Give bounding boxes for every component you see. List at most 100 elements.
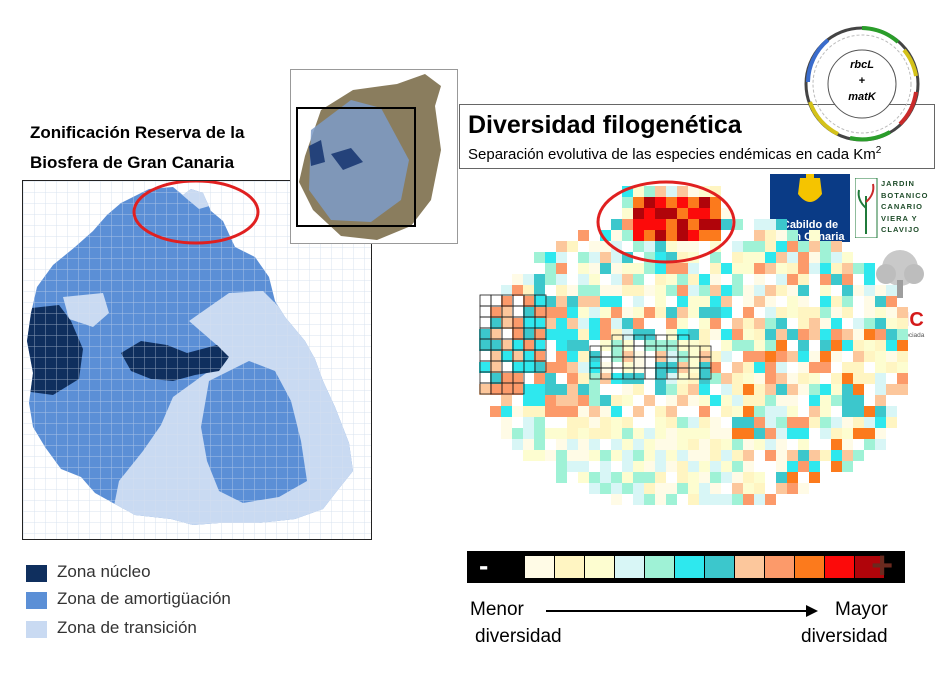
diversity-cell <box>842 428 853 439</box>
diversity-cell <box>611 351 622 362</box>
diversity-cell <box>677 186 688 197</box>
diversity-cell <box>710 307 721 318</box>
diversity-cell <box>490 318 501 329</box>
highlight-ring-left <box>132 181 260 245</box>
diversity-cell <box>622 395 633 406</box>
diversity-cell <box>655 219 666 230</box>
diversity-cell <box>622 362 633 373</box>
diversity-cell <box>754 439 765 450</box>
diversity-cell <box>853 318 864 329</box>
diversity-cell <box>743 406 754 417</box>
island-inset-map <box>290 69 458 244</box>
diversity-cell <box>710 186 721 197</box>
diversity-cell <box>754 318 765 329</box>
diversity-cell <box>853 417 864 428</box>
diversity-cell <box>633 274 644 285</box>
diversity-cell <box>655 274 666 285</box>
diversity-cell <box>644 230 655 241</box>
diversity-cell <box>754 494 765 505</box>
diversity-cell <box>776 362 787 373</box>
diversity-cell <box>853 362 864 373</box>
diversity-cell <box>644 241 655 252</box>
diversity-cell <box>765 373 776 384</box>
diversity-cell <box>765 384 776 395</box>
diversity-cell <box>534 252 545 263</box>
diversity-cell <box>886 417 897 428</box>
diversity-cell <box>732 285 743 296</box>
diversity-cell <box>600 263 611 274</box>
diversity-cell <box>897 318 908 329</box>
diversity-cell <box>666 340 677 351</box>
diversity-cell <box>589 252 600 263</box>
diversity-cell <box>644 428 655 439</box>
diversity-cell <box>743 285 754 296</box>
diversity-subtitle-text: Separación evolutiva de las especies end… <box>468 146 876 163</box>
diversity-cell <box>545 406 556 417</box>
diversity-cell <box>567 395 578 406</box>
diversity-cell <box>776 274 787 285</box>
diversity-cell <box>666 274 677 285</box>
diversity-cell <box>677 329 688 340</box>
diversity-cell <box>765 395 776 406</box>
diversity-cell <box>666 351 677 362</box>
reserve-outline-cell <box>534 360 547 373</box>
diversity-cell <box>732 340 743 351</box>
diversity-cell <box>600 428 611 439</box>
diversity-cell <box>743 329 754 340</box>
diversity-cell <box>677 450 688 461</box>
reserve-outline-cell <box>644 356 657 369</box>
diversity-cell <box>644 307 655 318</box>
diversity-cell <box>677 208 688 219</box>
diversity-cell <box>611 252 622 263</box>
diversity-cell <box>842 263 853 274</box>
diversity-cell <box>677 417 688 428</box>
diversity-cell <box>556 384 567 395</box>
diversity-cell <box>622 208 633 219</box>
diversity-cell <box>765 263 776 274</box>
diversity-cell <box>556 428 567 439</box>
diversity-cell <box>578 340 589 351</box>
diversity-cell <box>589 417 600 428</box>
colorbar-plus: + <box>871 545 894 587</box>
diversity-cell <box>842 307 853 318</box>
diversity-cell <box>831 252 842 263</box>
diversity-subtitle: Separación evolutiva de las especies end… <box>468 145 881 163</box>
diversity-cell <box>754 329 765 340</box>
left-title-line2: Biosfera de Gran Canaria <box>30 153 235 172</box>
diversity-cell <box>798 362 809 373</box>
diversity-cell <box>633 329 644 340</box>
diversity-cell <box>644 472 655 483</box>
diversity-cell <box>633 296 644 307</box>
diversity-cell <box>567 241 578 252</box>
jardin-line-2: BOTANICO <box>881 190 929 200</box>
diversity-cell <box>732 274 743 285</box>
reserve-outline-cell <box>479 305 492 318</box>
diversity-cell <box>545 428 556 439</box>
diversity-cell <box>666 439 677 450</box>
diversity-cell <box>677 472 688 483</box>
diversity-cell <box>666 197 677 208</box>
diversity-cell <box>842 373 853 384</box>
diversity-cell <box>545 263 556 274</box>
diversity-cell <box>864 329 875 340</box>
diversity-cell <box>688 197 699 208</box>
diversity-cell <box>809 263 820 274</box>
diversity-cell <box>589 362 600 373</box>
diversity-cell <box>666 186 677 197</box>
diversity-cell <box>622 263 633 274</box>
colorbar-cell <box>555 556 584 578</box>
diversity-cell <box>666 208 677 219</box>
diversity-cell <box>721 351 732 362</box>
reserve-outline-cell <box>501 360 514 373</box>
diversity-cell <box>589 307 600 318</box>
diversity-cell <box>798 461 809 472</box>
diversity-cell <box>699 406 710 417</box>
diversity-cell <box>798 439 809 450</box>
diversity-cell <box>490 362 501 373</box>
diversity-cell <box>886 406 897 417</box>
diversity-cell <box>853 384 864 395</box>
diversity-cell <box>633 263 644 274</box>
diversity-cell <box>710 263 721 274</box>
diversity-cell <box>589 329 600 340</box>
diversity-cell <box>578 406 589 417</box>
